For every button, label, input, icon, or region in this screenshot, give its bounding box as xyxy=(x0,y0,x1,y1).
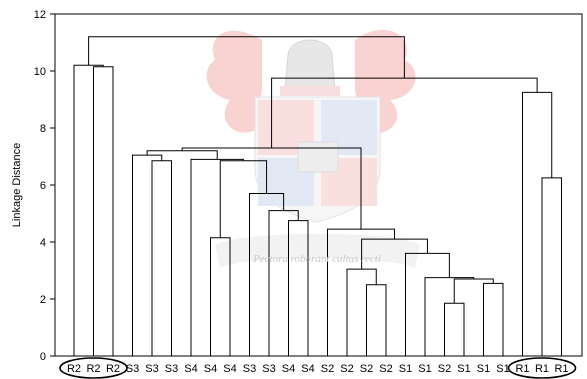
leaf-label-r1: R1 xyxy=(554,363,568,375)
leaf-label-s1: S1 xyxy=(496,363,509,375)
y-tick-label: 2 xyxy=(40,294,46,306)
dendrogram-link xyxy=(453,278,494,304)
leaf-label-s3: S3 xyxy=(145,363,158,375)
leaf-label-s3: S3 xyxy=(126,363,139,375)
crest-wreath xyxy=(280,86,340,96)
watermark-crest xyxy=(206,29,420,268)
dendrogram-link xyxy=(93,66,114,356)
leaf-label-s1: S1 xyxy=(477,363,490,375)
dendrogram-link xyxy=(366,284,387,356)
leaf-label-s2: S2 xyxy=(438,363,451,375)
dendrogram-link xyxy=(483,282,504,356)
y-tick-label: 12 xyxy=(34,9,46,21)
watermark-motto: Pectora roborant cultus recti xyxy=(252,253,381,265)
y-tick-label: 10 xyxy=(34,66,46,78)
dendrogram-link xyxy=(268,210,299,356)
leaf-label-s4: S4 xyxy=(301,363,314,375)
leaf-label-s4: S4 xyxy=(282,363,295,375)
leaf-label-s2: S2 xyxy=(340,363,353,375)
leaf-label-s4: S4 xyxy=(184,363,197,375)
dendrogram-link xyxy=(444,302,465,356)
leaf-label-r2: R2 xyxy=(106,363,120,375)
leaf-label-r2: R2 xyxy=(67,363,81,375)
dendrogram-link xyxy=(541,177,562,356)
leaf-group-circle xyxy=(59,357,128,379)
y-tick-label: 0 xyxy=(40,351,46,363)
crest-book xyxy=(297,141,339,173)
dendrogram-branches xyxy=(73,36,562,356)
leaf-labels: R2 R2 R2 S3 S3 S3 S4 S4 S4 S3 S3 S4 S4 S2 S2 S2 S2 S1 S1 S2… xyxy=(67,363,569,375)
leaf-label-s4: S4 xyxy=(223,363,236,375)
dendrogram-link xyxy=(346,268,377,356)
leaf-label-s4: S4 xyxy=(204,363,217,375)
dendrogram-link xyxy=(88,36,405,79)
y-tick-label: 8 xyxy=(40,123,46,135)
crest-mantling-left xyxy=(206,30,262,133)
leaf-label-s2: S2 xyxy=(379,363,392,375)
y-tick-label: 4 xyxy=(40,237,46,249)
leaf-label-r1: R1 xyxy=(515,363,529,375)
leaf-label-r1: R1 xyxy=(535,363,549,375)
y-tick-label: 6 xyxy=(40,180,46,192)
dendrogram-link xyxy=(73,64,104,356)
dendrogram-link xyxy=(522,91,553,356)
dendrogram-link xyxy=(405,252,450,356)
leaf-label-s1: S1 xyxy=(399,363,412,375)
leaf-label-s2: S2 xyxy=(321,363,334,375)
leaf-label-s2: S2 xyxy=(360,363,373,375)
leaf-label-r2: R2 xyxy=(86,363,100,375)
dendrogram-link xyxy=(132,154,163,356)
leaf-label-s1: S1 xyxy=(457,363,470,375)
leaf-group-circle xyxy=(507,357,577,379)
leaf-label-s3: S3 xyxy=(165,363,178,375)
dendrogram-link xyxy=(424,277,475,356)
leaf-label-s1: S1 xyxy=(418,363,431,375)
crest-helmet xyxy=(284,39,336,91)
crest-motto-scroll xyxy=(215,233,420,268)
dendrogram-link xyxy=(151,160,172,356)
y-axis-title: Linkage Distance xyxy=(11,143,23,227)
group-highlights xyxy=(59,357,577,379)
axes: 0 2 4 6 8 10 12 xyxy=(34,9,583,363)
leaf-label-s3: S3 xyxy=(262,363,275,375)
dendrogram-link xyxy=(249,193,285,356)
leaf-label-s3: S3 xyxy=(243,363,256,375)
